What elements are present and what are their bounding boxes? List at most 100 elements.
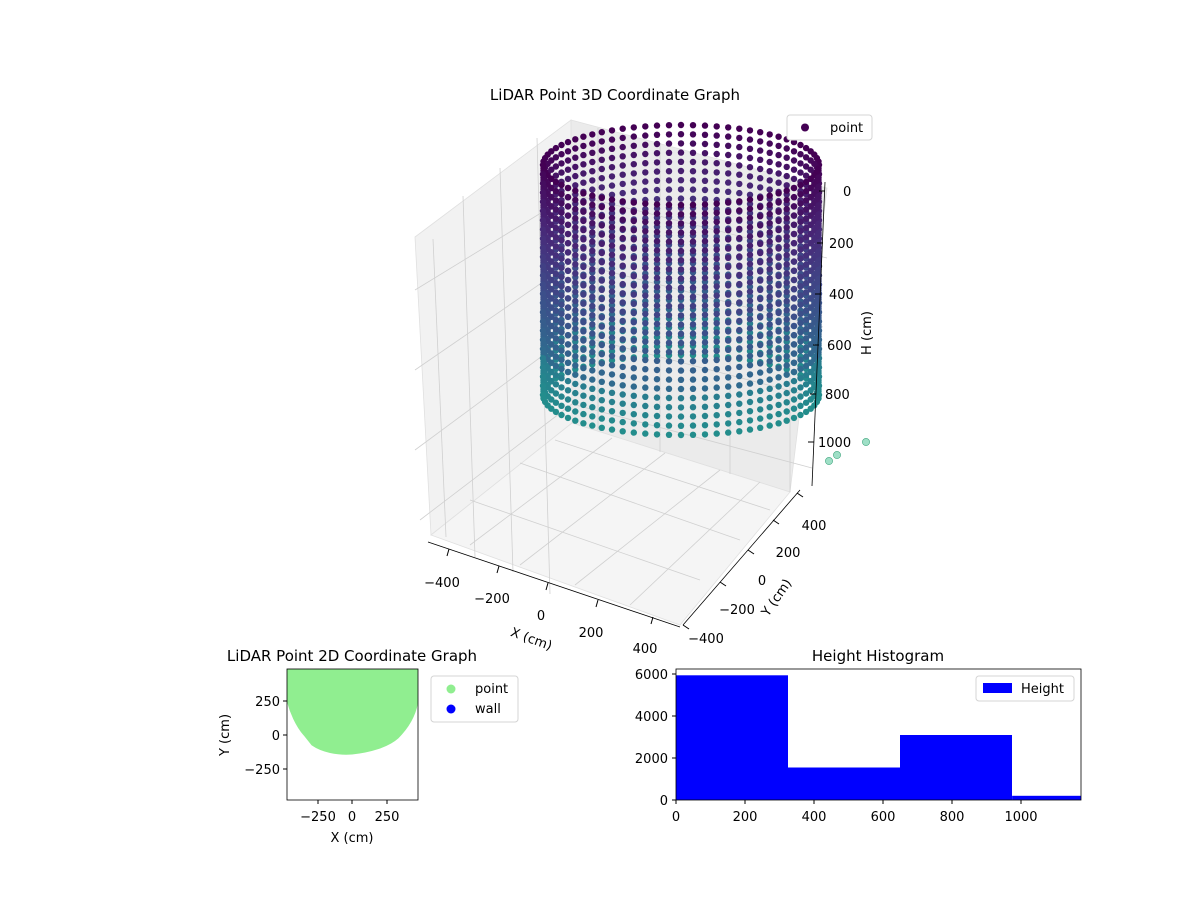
cloud-point (564, 276, 572, 284)
cloud-point (783, 279, 790, 286)
cloud-point (653, 394, 661, 401)
cloud-point (775, 410, 782, 418)
cloud-point (689, 158, 697, 166)
cloud-point (558, 191, 565, 198)
cloud-point (783, 325, 790, 332)
cloud-point (775, 383, 782, 390)
cloud-point (653, 168, 661, 175)
cloud-point (746, 352, 754, 360)
cloud-point (802, 144, 810, 152)
cloud-point (564, 285, 572, 293)
cloud-point (630, 245, 637, 252)
cloud-point (630, 429, 637, 436)
cloud-point (807, 249, 814, 256)
cloud-point (802, 298, 810, 305)
cloud-point (783, 187, 790, 194)
cloud-point (725, 199, 732, 206)
cloud-point (689, 177, 697, 184)
cloud-point (746, 348, 754, 355)
cloud-point (572, 343, 579, 351)
cloud-point (736, 382, 743, 389)
cloud-point (783, 172, 790, 180)
cloud-point (630, 309, 637, 317)
cloud-point (701, 330, 709, 337)
cloud-point (608, 357, 616, 364)
cloud-point (665, 330, 673, 337)
chart-3d-title: LiDAR Point 3D Coordinate Graph (490, 86, 740, 104)
cloud-point (572, 334, 579, 342)
cloud-point (701, 210, 709, 217)
cloud-point (589, 422, 596, 429)
cloud-point (558, 283, 565, 290)
cloud-point (608, 270, 616, 277)
cloud-point (766, 131, 773, 138)
cloud-point (630, 142, 637, 149)
cloud-point (736, 143, 743, 151)
cloud-point (725, 383, 732, 390)
cloud-point (619, 180, 626, 188)
legend-marker-wall (446, 704, 456, 714)
cloud-point (598, 213, 605, 220)
cloud-point (619, 326, 626, 334)
cloud-point (589, 256, 596, 264)
cloud-point (797, 200, 804, 207)
cloud-point (598, 314, 605, 321)
cloud-point (797, 411, 804, 419)
cloud-point (677, 229, 685, 236)
cloud-point (775, 226, 782, 234)
cloud-point (701, 385, 709, 392)
gridline (419, 403, 573, 521)
cloud-point (775, 420, 782, 427)
cloud-point (689, 293, 697, 300)
cloud-point (558, 255, 565, 262)
cloud-point (746, 408, 754, 415)
cloud-point (619, 336, 626, 343)
cloud-point (619, 262, 626, 269)
cloud-point (783, 297, 790, 305)
cloud-point (608, 251, 616, 258)
cloud-point (713, 209, 720, 216)
cloud-point (689, 339, 697, 346)
cloud-point (766, 394, 773, 402)
cloud-point (757, 249, 764, 257)
cloud-point (725, 374, 732, 381)
cloud-point (713, 283, 720, 290)
cloud-point (736, 391, 743, 398)
cloud-point (757, 165, 764, 173)
cloud-point (598, 397, 605, 404)
cloud-point (552, 163, 560, 170)
cloud-point (677, 257, 685, 264)
cloud-point (608, 242, 616, 249)
cloud-point (608, 164, 616, 171)
cloud-point (775, 346, 782, 353)
cloud-point (790, 322, 798, 330)
cloud-point (736, 363, 743, 371)
cloud-point (689, 168, 697, 175)
cloud-point (630, 188, 637, 195)
cloud-point (608, 297, 616, 304)
cloud-point (775, 309, 782, 317)
cloud-point (701, 238, 709, 245)
cloud-point (642, 150, 649, 158)
cloud-point (630, 291, 637, 298)
cloud-point (689, 195, 697, 202)
cloud-point (580, 170, 587, 177)
cloud-point (558, 402, 565, 409)
cloud-point (746, 224, 754, 231)
cloud-point (746, 196, 754, 203)
cloud-point (736, 317, 743, 325)
cloud-point (746, 173, 754, 180)
cloud-point (619, 253, 626, 260)
cloud-point (619, 143, 626, 151)
cloud-point (677, 131, 685, 138)
cloud-point (608, 196, 616, 203)
cloud-point (598, 222, 605, 229)
cloud-point (539, 180, 547, 187)
cloud-point (807, 405, 814, 412)
gridline (629, 481, 761, 606)
gridline (469, 499, 701, 581)
cloud-point (572, 307, 579, 314)
cloud-point (790, 313, 798, 320)
cloud-point (797, 264, 804, 271)
cloud-point (558, 329, 565, 336)
